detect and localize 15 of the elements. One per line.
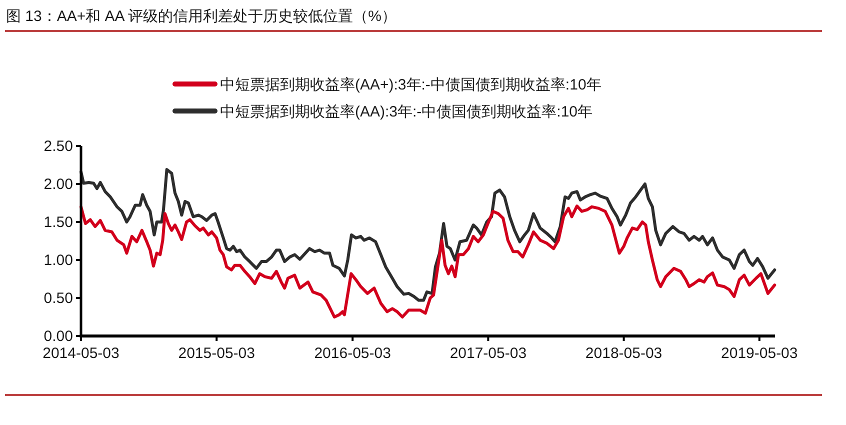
x-tick-label: 2018-05-03 <box>585 345 662 362</box>
x-tick-label: 2017-05-03 <box>450 345 527 362</box>
y-tick-label: 2.00 <box>44 176 73 193</box>
x-tick-label: 2015-05-03 <box>178 345 255 362</box>
legend-label: 中短票据到期收益率(AA):3年:-中债国债到期收益率:10年 <box>220 104 593 120</box>
x-tick-label: 2014-05-03 <box>42 345 120 362</box>
y-tick-label: 2.50 <box>44 138 73 155</box>
y-tick-label: 1.00 <box>44 252 73 269</box>
legend-label: 中短票据到期收益率(AA+):3年:-中债国债到期收益率:10年 <box>220 76 602 94</box>
x-tick-label: 2019-05-03 <box>721 345 798 362</box>
y-tick-label: 0.00 <box>44 328 73 345</box>
title: 图 13：AA+和 AA 评级的信用利差处于历史较低位置（%） <box>6 8 396 25</box>
x-tick-label: 2016-05-03 <box>314 345 391 362</box>
y-tick-label: 1.50 <box>44 214 73 231</box>
y-tick-label: 0.50 <box>44 290 73 307</box>
